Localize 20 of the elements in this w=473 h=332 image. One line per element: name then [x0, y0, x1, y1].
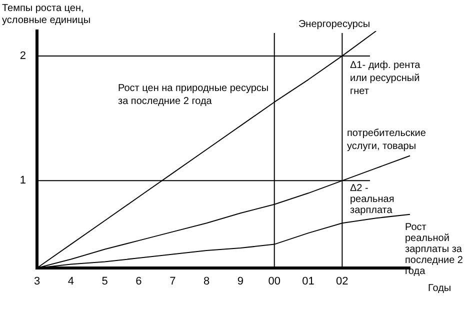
y-tick-label: 1: [20, 174, 26, 187]
x-tick-label: 6: [136, 276, 142, 288]
series-label: Энергоресурсы: [298, 18, 370, 30]
x-tick-label: 01: [302, 276, 314, 288]
x-tick-label: 02: [336, 276, 348, 288]
y-axis-title: Темпы роста цен, условные единицы: [2, 2, 91, 26]
annotation: Рост цен на природные ресурсы за последние 2 года: [118, 82, 269, 107]
x-tick-label: 5: [102, 276, 108, 288]
annotation: Δ1- диф. рента или ресурсный гнет: [350, 60, 421, 97]
annotation: Рост реальной зарплаты за последние 2 года: [405, 222, 464, 277]
series-label: потребительские услуги, товары: [347, 128, 426, 152]
y-tick-label: 2: [20, 50, 26, 62]
x-tick-label: 9: [237, 276, 244, 288]
x-axis-title: Годы: [428, 282, 452, 294]
x-tick-label: 4: [68, 276, 74, 288]
annotation: Δ2 - реальная зарплата: [350, 182, 394, 216]
x-tick-label: 8: [203, 276, 210, 288]
x-tick-label: 00: [268, 276, 280, 288]
x-tick-label: 3: [34, 276, 40, 288]
x-tick-label: 7: [170, 276, 176, 288]
